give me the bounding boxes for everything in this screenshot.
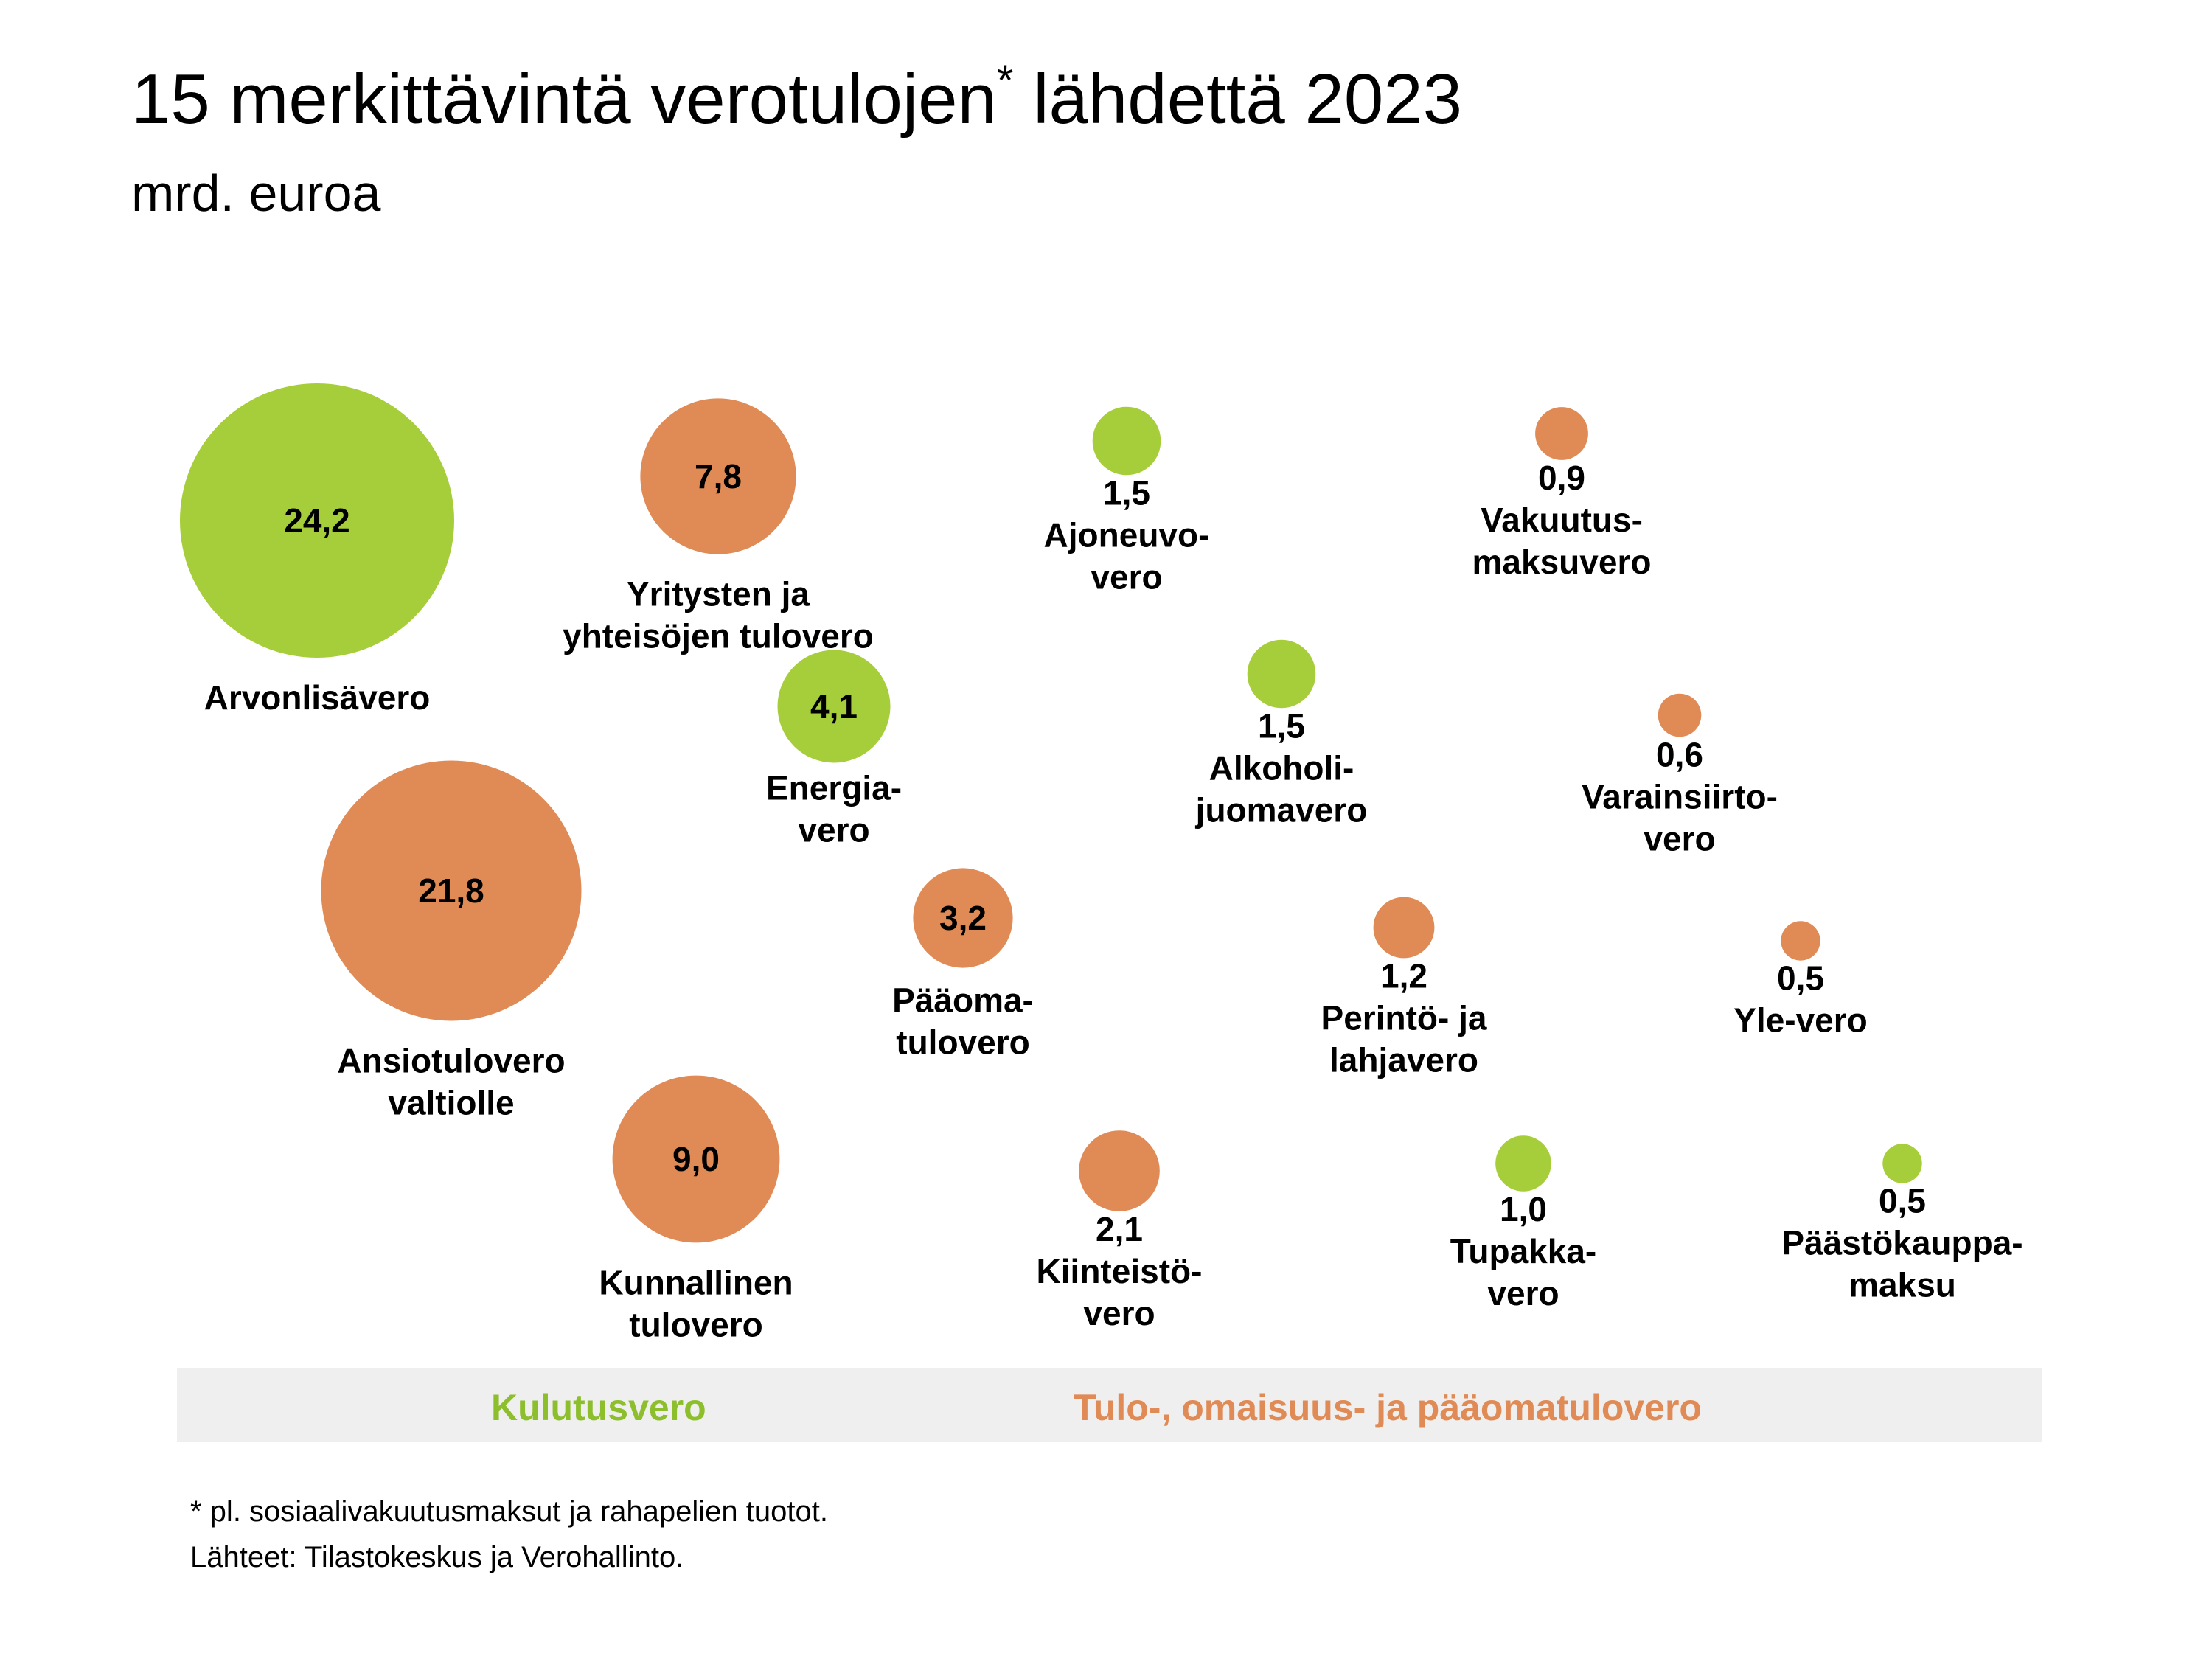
bubble [1781,921,1820,961]
bubble-value-label: 0,9 [1538,459,1585,497]
bubble [1658,693,1702,737]
footnote-sources: Lähteet: Tilastokeskus ja Verohallinto. [190,1541,684,1573]
chart-title-text: 15 merkittävintä verotulojen [131,60,997,139]
bubble [1495,1135,1551,1192]
bubble-name-label: yhteisöjen tulovero [563,617,874,655]
bubble-value-label: 2,1 [1096,1210,1143,1248]
bubble-name-label: Kunnallinen [599,1263,793,1301]
bubble [777,650,891,763]
legend-income-tax: Tulo-, omaisuus- ja pääomatulovero [1074,1387,1702,1428]
bubble-name-label: Päästökauppa- [1781,1224,2023,1262]
bubble-group: 3,2 Pääoma-tulovero [892,868,1034,1062]
bubble-name-label: Kiinteistö- [1037,1252,1203,1290]
footnote-exclusions: * pl. sosiaalivakuutusmaksut ja rahapeli… [190,1495,828,1528]
bubble-value-label: 7,8 [695,457,742,495]
bubble-name-label: maksu [1848,1266,1956,1304]
bubble-group: 24,2 Arvonlisävero [180,383,454,717]
bubble-name-label: tulovero [896,1023,1029,1062]
bubble-group: 0,9 Vakuutus-maksuvero [1472,407,1652,581]
bubble-name-label: vero [1091,557,1162,596]
bubble-name-label: Ansiotulovero [337,1041,565,1079]
bubble-group: 1,0 Tupakka-vero [1450,1135,1597,1312]
bubble-name-label: Vakuutus- [1481,501,1643,539]
bubble-name-label: Varainsiirto- [1582,777,1778,815]
bubble [1092,406,1161,476]
bubble-group: 4,1 Energia-vero [766,650,902,849]
bubble-name-label: juomavero [1195,790,1368,829]
bubble-value-label: 0,6 [1656,735,1703,773]
bubble-group: 2,1 Kiinteistö-vero [1037,1130,1203,1332]
legend-consumption-tax: Kulutusvero [491,1387,706,1428]
bubble [612,1075,780,1243]
bubble-value-label: 9,0 [672,1140,720,1178]
bubble [180,383,454,658]
bubble-value-label: 1,5 [1258,706,1305,745]
bubble-name-label: tulovero [629,1305,762,1343]
bubble-name-label: Pääoma- [892,981,1034,1020]
bubble-group: 0,5 Päästökauppa-maksu [1781,1144,2023,1304]
bubble-name-label: valtiolle [388,1083,514,1121]
bubble [321,760,582,1021]
bubble-name-label: Arvonlisävero [204,678,431,717]
bubble-name-label: Yritysten ja [627,575,810,613]
title-footnote-marker: * [996,57,1014,105]
chart-title-year: lähdettä 2023 [1013,60,1463,139]
bubble-name-label: vero [798,811,869,849]
legend-bar [177,1368,2042,1442]
bubble [1535,407,1588,460]
bubble [640,398,796,554]
bubble-group: 0,6 Varainsiirto-vero [1582,693,1778,858]
bubble-name-label: Perintö- ja [1321,998,1487,1037]
bubble-value-label: 0,5 [1879,1182,1926,1220]
bubble-name-label: Ajoneuvo- [1044,515,1210,554]
chart-unit: mrd. euroa [131,164,381,222]
bubble [913,868,1013,968]
bubble-value-label: 3,2 [939,899,987,937]
bubble-group: 9,0 Kunnallinen tulovero [599,1075,793,1343]
bubble [1882,1144,1922,1183]
chart-title: 15 merkittävintä verotulojen* lähdettä 2… [131,60,1462,139]
bubble-value-label: 1,0 [1500,1190,1547,1228]
bubble [1079,1130,1160,1211]
bubble-group: 21,8 Ansiotulovero valtiolle [321,760,582,1121]
bubble-group: 7,8 Yritysten ja yhteisöjen tulovero [563,398,874,655]
bubble-name-label: Alkoholi- [1209,748,1354,787]
bubble-value-label: 1,5 [1103,473,1150,512]
bubble [1373,897,1435,959]
bubble-value-label: 1,2 [1380,956,1427,995]
bubble-name-label: vero [1487,1274,1559,1312]
bubble-name-label: vero [1083,1294,1155,1332]
bubble-value-label: 21,8 [418,872,484,910]
bubble-name-label: lahjavero [1329,1040,1478,1079]
bubble-name-label: vero [1644,819,1715,858]
bubble-name-label: maksuvero [1472,543,1652,581]
bubble [1247,639,1316,709]
bubble-name-label: Energia- [766,769,902,807]
bubble-name-label: Tupakka- [1450,1232,1597,1270]
bubble-value-label: 24,2 [284,501,350,540]
bubble-value-label: 4,1 [810,687,858,726]
bubble-name-label: Yle-vero [1733,1001,1868,1040]
bubble-value-label: 0,5 [1777,959,1824,998]
